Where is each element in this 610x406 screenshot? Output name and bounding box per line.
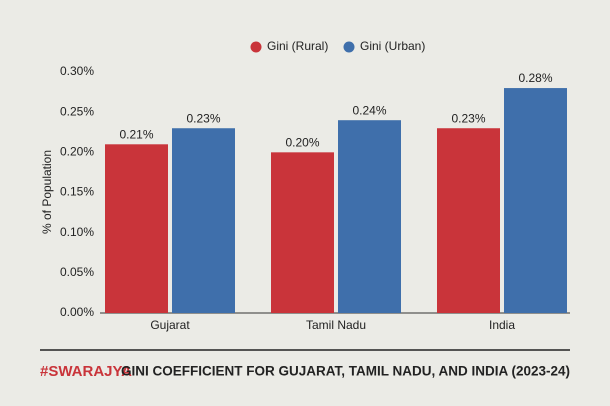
value-label: 0.24%	[352, 103, 386, 117]
bar	[172, 128, 235, 313]
legend-swatch	[343, 41, 355, 53]
y-tick-label: 0.30%	[60, 64, 94, 78]
legend-swatch	[250, 41, 262, 53]
x-tick-label: Tamil Nadu	[306, 318, 366, 332]
x-tick-label: India	[489, 318, 515, 332]
value-label: 0.23%	[186, 111, 220, 125]
value-label: 0.23%	[451, 111, 485, 125]
y-tick-label: 0.25%	[60, 104, 94, 118]
y-tick-label: 0.20%	[60, 145, 94, 159]
bar	[338, 120, 401, 313]
x-tick-label: Gujarat	[150, 318, 190, 332]
chart-title: GINI COEFFICIENT FOR GUJARAT, TAMIL NADU…	[121, 364, 570, 379]
y-tick-label: 0.10%	[60, 225, 94, 239]
value-label: 0.20%	[285, 136, 319, 150]
legend-label: Gini (Rural)	[267, 39, 328, 53]
bar	[271, 152, 334, 313]
y-tick-label: 0.00%	[60, 305, 94, 319]
value-label: 0.28%	[518, 71, 552, 85]
bar	[105, 144, 168, 313]
bar	[437, 128, 500, 313]
legend-label: Gini (Urban)	[360, 39, 425, 53]
bar	[504, 88, 567, 313]
y-tick-label: 0.05%	[60, 265, 94, 279]
y-axis-label: % of Population	[40, 150, 54, 234]
brand: #SWARAJYA	[40, 363, 132, 380]
value-label: 0.21%	[119, 127, 153, 141]
y-tick-label: 0.15%	[60, 185, 94, 199]
